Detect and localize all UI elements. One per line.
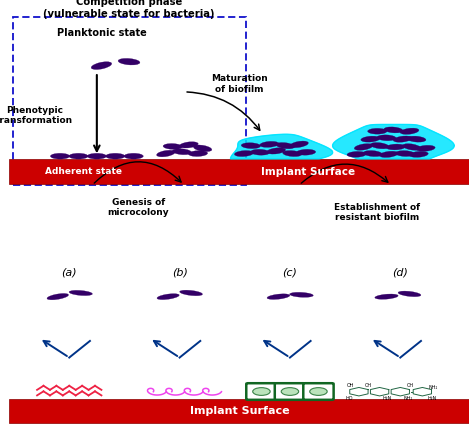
Ellipse shape — [253, 388, 270, 396]
Ellipse shape — [375, 294, 398, 299]
Ellipse shape — [267, 294, 290, 299]
Ellipse shape — [398, 291, 421, 297]
Ellipse shape — [250, 149, 270, 155]
Ellipse shape — [281, 388, 299, 396]
Ellipse shape — [393, 136, 412, 142]
Text: Adherent state: Adherent state — [45, 167, 121, 176]
Ellipse shape — [179, 142, 198, 148]
Ellipse shape — [193, 145, 212, 152]
Ellipse shape — [69, 153, 88, 159]
Ellipse shape — [47, 293, 69, 300]
Text: (d): (d) — [392, 268, 408, 278]
Ellipse shape — [124, 153, 143, 159]
Ellipse shape — [87, 153, 107, 159]
Ellipse shape — [290, 141, 309, 148]
Ellipse shape — [363, 151, 382, 156]
Text: Phenotypic
transformation: Phenotypic transformation — [0, 106, 73, 125]
Ellipse shape — [180, 290, 202, 296]
FancyBboxPatch shape — [9, 159, 469, 184]
Ellipse shape — [267, 148, 285, 154]
Ellipse shape — [361, 136, 380, 142]
Text: OH: OH — [347, 383, 355, 388]
Ellipse shape — [347, 151, 366, 157]
Text: HO: HO — [345, 396, 353, 401]
Text: Planktonic state: Planktonic state — [56, 28, 146, 38]
Ellipse shape — [384, 127, 403, 133]
Text: Genesis of
microcolony: Genesis of microcolony — [108, 198, 169, 217]
Ellipse shape — [241, 143, 261, 148]
Ellipse shape — [354, 144, 373, 150]
Ellipse shape — [377, 135, 396, 141]
Text: NH₂: NH₂ — [404, 396, 413, 401]
Ellipse shape — [163, 144, 182, 149]
Ellipse shape — [290, 292, 313, 297]
Text: Establishment of
resistant biofilm: Establishment of resistant biofilm — [334, 203, 420, 222]
Text: Implant Surface: Implant Surface — [261, 167, 356, 177]
Ellipse shape — [260, 141, 279, 148]
Ellipse shape — [276, 142, 295, 149]
Ellipse shape — [235, 151, 254, 156]
Ellipse shape — [50, 153, 70, 159]
Ellipse shape — [409, 151, 428, 157]
Polygon shape — [333, 124, 454, 159]
Ellipse shape — [386, 144, 405, 150]
Polygon shape — [230, 134, 333, 159]
Ellipse shape — [91, 62, 112, 70]
Text: Implant Surface: Implant Surface — [190, 406, 289, 416]
Text: H₂N: H₂N — [383, 396, 392, 401]
Text: (a): (a) — [62, 268, 77, 278]
FancyBboxPatch shape — [246, 383, 277, 400]
Ellipse shape — [310, 388, 327, 396]
Text: CH: CH — [365, 383, 372, 388]
Ellipse shape — [370, 142, 389, 149]
Ellipse shape — [402, 144, 421, 150]
Ellipse shape — [173, 149, 191, 155]
Text: CH: CH — [407, 383, 414, 388]
Ellipse shape — [156, 150, 175, 157]
Text: Competition phase
(vulnerable state for bacteria): Competition phase (vulnerable state for … — [43, 0, 215, 19]
Ellipse shape — [407, 136, 426, 142]
FancyBboxPatch shape — [275, 383, 305, 400]
FancyBboxPatch shape — [303, 383, 334, 400]
Ellipse shape — [395, 151, 415, 156]
FancyBboxPatch shape — [9, 399, 469, 423]
Ellipse shape — [296, 149, 316, 155]
Text: (c): (c) — [283, 268, 297, 278]
Text: (b): (b) — [172, 268, 188, 278]
Ellipse shape — [118, 59, 140, 65]
Text: H₂N: H₂N — [428, 396, 437, 401]
Ellipse shape — [188, 151, 208, 156]
Ellipse shape — [368, 128, 387, 134]
Text: NH₂: NH₂ — [428, 385, 438, 390]
Ellipse shape — [379, 151, 398, 157]
Ellipse shape — [157, 294, 179, 300]
Ellipse shape — [106, 153, 125, 159]
Text: Maturation
of biofilm: Maturation of biofilm — [211, 74, 268, 94]
Ellipse shape — [283, 151, 302, 156]
Ellipse shape — [400, 128, 419, 134]
Ellipse shape — [69, 290, 92, 296]
Ellipse shape — [416, 145, 435, 151]
